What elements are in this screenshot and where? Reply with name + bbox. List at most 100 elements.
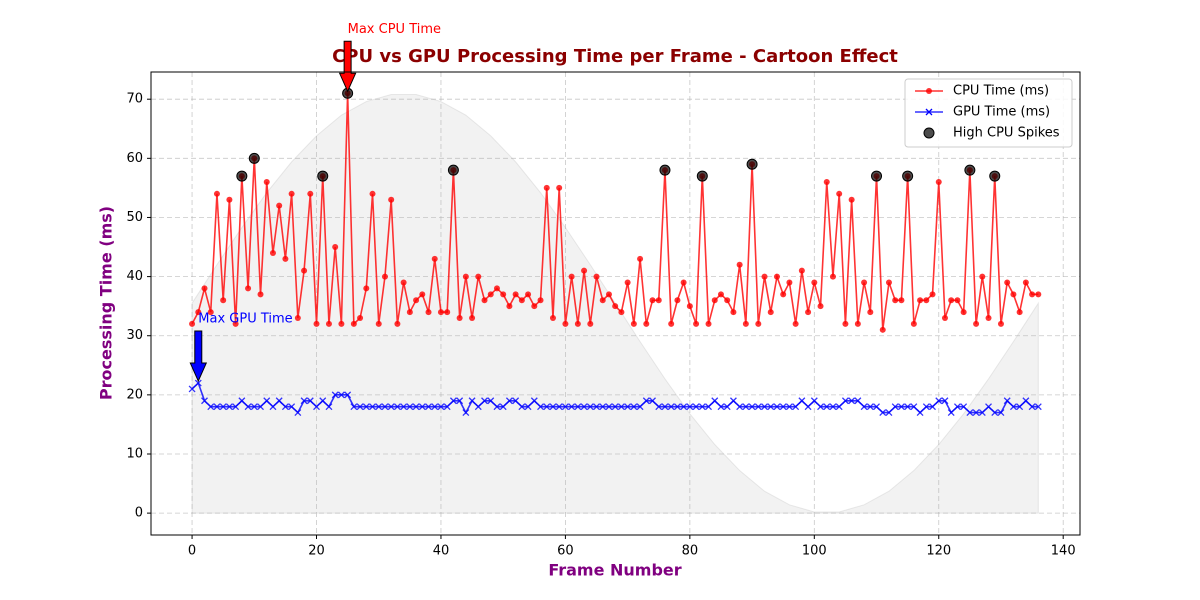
- point: [281, 403, 289, 411]
- point: [780, 291, 787, 298]
- spike-point: [317, 170, 329, 182]
- point: [693, 320, 700, 327]
- point: [748, 403, 756, 411]
- point: [250, 403, 258, 411]
- point: [605, 291, 612, 298]
- point: [897, 403, 905, 411]
- point: [879, 326, 886, 333]
- point: [637, 255, 644, 262]
- point: [456, 397, 464, 405]
- point: [325, 320, 332, 327]
- point: [269, 249, 276, 256]
- point: [412, 403, 420, 411]
- point: [381, 273, 388, 280]
- point: [481, 297, 488, 304]
- point: [524, 403, 532, 411]
- spike-point: [964, 164, 976, 176]
- point: [612, 303, 619, 310]
- point: [431, 403, 439, 411]
- point: [586, 403, 594, 411]
- point: [1003, 397, 1011, 405]
- point: [350, 403, 358, 411]
- point: [357, 314, 364, 321]
- point: [810, 397, 818, 405]
- point: [413, 297, 420, 304]
- point: [493, 403, 501, 411]
- point: [848, 397, 856, 405]
- point: [462, 409, 470, 417]
- point: [263, 178, 270, 185]
- point: [730, 309, 737, 316]
- point: [724, 297, 731, 304]
- point: [985, 403, 992, 411]
- point: [518, 403, 526, 411]
- point: [941, 397, 949, 405]
- point: [649, 397, 656, 405]
- point: [885, 279, 892, 286]
- point: [276, 202, 283, 209]
- point: [966, 409, 974, 417]
- point: [705, 320, 712, 327]
- point: [767, 403, 775, 411]
- point: [381, 403, 389, 411]
- point: [736, 261, 743, 268]
- point: [630, 403, 638, 411]
- point: [736, 403, 744, 411]
- point: [425, 309, 432, 316]
- point: [910, 320, 917, 327]
- point: [686, 403, 694, 411]
- point: [350, 320, 357, 327]
- legend-marker: [925, 108, 933, 116]
- point: [792, 403, 800, 411]
- point: [842, 320, 849, 327]
- point: [1035, 291, 1042, 298]
- point: [655, 297, 662, 304]
- point: [755, 320, 762, 327]
- legend-label: GPU Time (ms): [953, 105, 1050, 120]
- point: [1016, 309, 1023, 316]
- point: [561, 403, 569, 411]
- point: [400, 279, 407, 286]
- point: [916, 409, 924, 417]
- point: [549, 403, 557, 411]
- point: [325, 403, 333, 411]
- point: [823, 403, 831, 411]
- point: [425, 403, 432, 411]
- point: [742, 403, 750, 411]
- point: [207, 309, 214, 316]
- point: [953, 403, 961, 411]
- point: [979, 273, 986, 280]
- point: [624, 403, 632, 411]
- point: [841, 397, 849, 405]
- annotation-arrow: [338, 40, 357, 93]
- point: [300, 397, 308, 405]
- legend-label: High CPU Spikes: [953, 126, 1060, 141]
- point: [717, 291, 724, 298]
- point: [481, 397, 488, 405]
- point: [668, 320, 675, 327]
- y-axis-label: Processing Time (ms): [97, 206, 116, 400]
- point: [960, 403, 968, 411]
- point: [642, 397, 650, 405]
- point: [798, 267, 805, 274]
- point: [375, 403, 383, 411]
- point: [835, 403, 843, 411]
- point: [667, 403, 675, 411]
- point: [792, 320, 799, 327]
- point: [1028, 403, 1036, 411]
- point: [879, 409, 887, 417]
- point: [773, 403, 781, 411]
- point: [443, 403, 451, 411]
- point: [313, 320, 320, 327]
- point: [960, 309, 967, 316]
- x-tick-label: 120: [926, 544, 951, 559]
- point: [929, 291, 936, 298]
- point: [717, 403, 725, 411]
- legend-box: [904, 78, 1073, 148]
- point: [617, 403, 625, 411]
- spike-point: [989, 170, 1001, 182]
- legend: CPU Time (ms) GPU Time (ms) High CPU Spike…: [904, 78, 1073, 148]
- point: [978, 409, 986, 417]
- point: [580, 403, 588, 411]
